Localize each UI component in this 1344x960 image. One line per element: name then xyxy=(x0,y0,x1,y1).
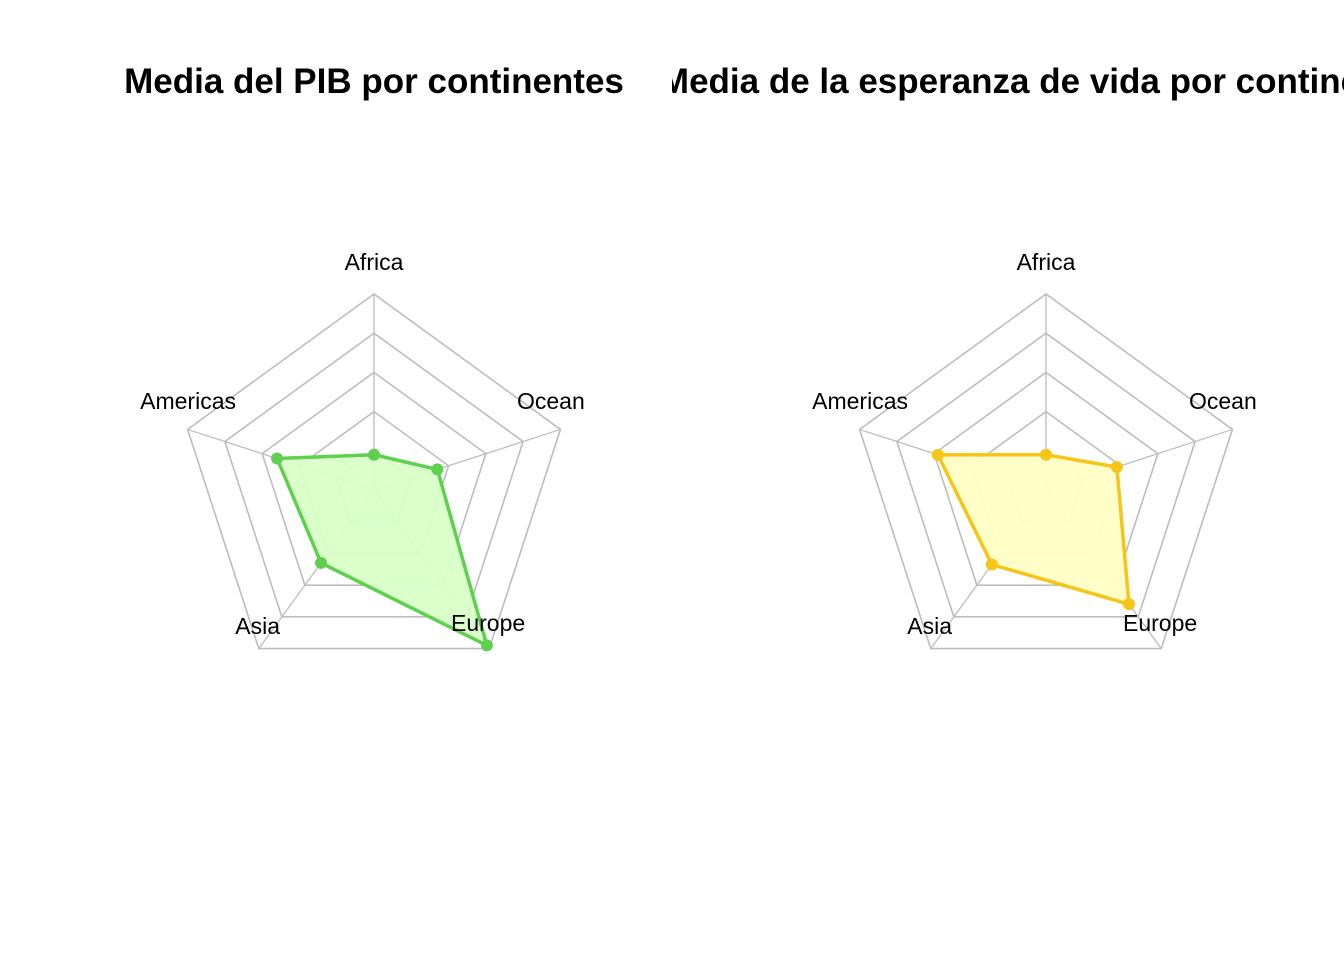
grid-ring-4 xyxy=(895,332,1197,618)
data-area xyxy=(936,452,1131,606)
axis-label-africa: Africa xyxy=(345,249,404,275)
data-point-asia xyxy=(985,558,998,571)
data-point-ocean xyxy=(431,463,444,476)
grid-ring-5 xyxy=(186,293,562,650)
gdp-radar-svg: Media del PIB por continentes Africa Ocea… xyxy=(124,62,624,652)
data-point-asia xyxy=(315,556,328,569)
axis-label-americas: Americas xyxy=(812,388,908,414)
axis-label-africa: Africa xyxy=(1017,249,1076,275)
data-point-europe xyxy=(480,639,493,652)
life-expectancy-radar-chart: Media de la esperanza de vida por contin… xyxy=(672,0,1344,960)
data-area xyxy=(275,452,489,648)
axis-label-asia: Asia xyxy=(907,613,952,639)
data-point-americas xyxy=(931,448,944,461)
axis-label-europe: Europe xyxy=(1123,610,1197,636)
data-point-americas xyxy=(271,452,284,465)
axis-label-americas: Americas xyxy=(140,388,236,414)
grid-ring-5 xyxy=(858,293,1234,650)
axis-label-europe: Europe xyxy=(451,610,525,636)
chart-title: Media de la esperanza de vida por contin… xyxy=(672,62,1344,101)
chart-title: Media del PIB por continentes xyxy=(124,62,624,101)
axis-label-ocean: Ocean xyxy=(517,388,585,414)
axis-label-ocean: Ocean xyxy=(1189,388,1257,414)
data-point-ocean xyxy=(1110,460,1123,473)
data-point-europe xyxy=(1122,598,1135,611)
life-expectancy-radar-svg: Media de la esperanza de vida por contin… xyxy=(672,62,1344,650)
data-point-africa xyxy=(1040,448,1052,461)
grid-ring-3 xyxy=(933,371,1159,586)
gdp-radar-chart: Media del PIB por continentes Africa Ocea… xyxy=(124,62,624,652)
grid-ring-4 xyxy=(223,332,525,618)
axis-label-asia: Asia xyxy=(235,613,280,639)
data-point-africa xyxy=(368,448,380,461)
